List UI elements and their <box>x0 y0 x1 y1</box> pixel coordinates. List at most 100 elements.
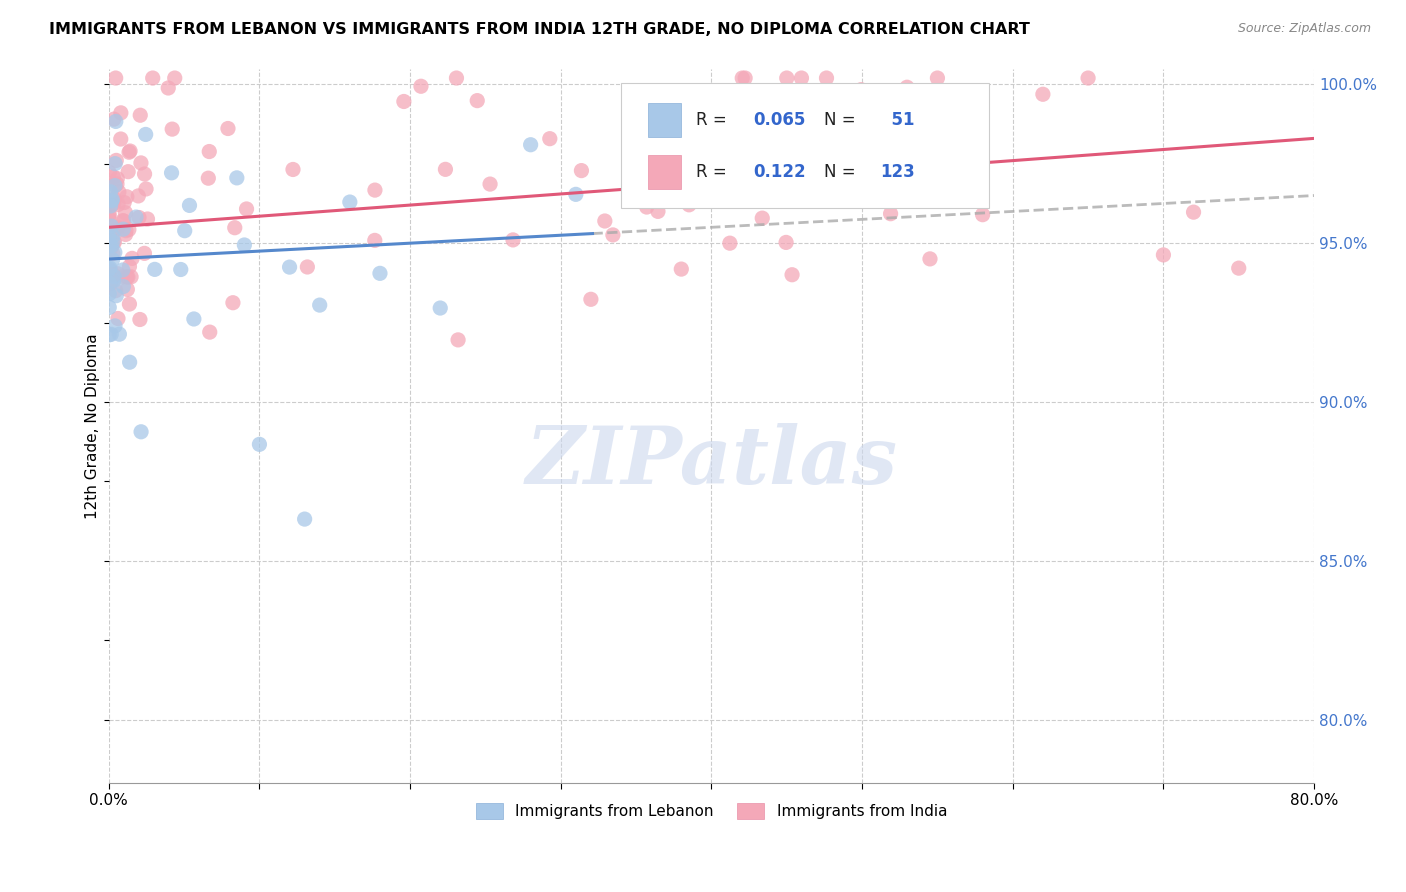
Point <box>880 124 903 138</box>
Point <box>776 70 799 85</box>
Point <box>104 284 127 298</box>
Point <box>142 70 165 85</box>
Point <box>129 425 152 439</box>
Point <box>1152 248 1174 262</box>
Point <box>519 137 541 152</box>
Point <box>103 196 125 211</box>
Y-axis label: 12th Grade, No Diploma: 12th Grade, No Diploma <box>86 333 100 518</box>
Point <box>281 162 304 177</box>
Point <box>392 95 415 109</box>
Point <box>217 121 239 136</box>
Point <box>1227 261 1250 276</box>
Point <box>103 274 125 288</box>
Point <box>571 163 593 178</box>
Point <box>100 219 122 234</box>
Point <box>225 170 247 185</box>
Text: 123: 123 <box>880 163 915 181</box>
Point <box>114 205 136 219</box>
Point <box>235 202 257 216</box>
Point <box>98 301 121 315</box>
Point <box>117 282 139 296</box>
FancyBboxPatch shape <box>648 155 682 189</box>
Point <box>98 212 121 227</box>
Point <box>1077 70 1099 85</box>
Point <box>103 222 125 236</box>
Point <box>104 114 127 128</box>
Point <box>101 246 124 260</box>
Point <box>115 269 138 284</box>
Point <box>160 166 183 180</box>
Point <box>112 214 135 228</box>
Point <box>198 145 221 159</box>
Point <box>751 211 773 226</box>
Point <box>98 238 121 252</box>
Point <box>104 70 127 85</box>
Point <box>105 171 128 186</box>
Point <box>100 185 122 199</box>
Point <box>127 189 149 203</box>
Point <box>107 267 129 281</box>
Point <box>429 301 451 315</box>
Point <box>731 70 754 85</box>
Point <box>104 178 127 193</box>
Point <box>731 111 754 125</box>
Point <box>160 122 183 136</box>
Text: ZIPatlas: ZIPatlas <box>526 423 897 500</box>
Point <box>278 260 301 274</box>
Point <box>790 70 813 85</box>
Point <box>1182 205 1205 219</box>
Point <box>98 327 121 342</box>
Point <box>100 239 122 253</box>
Point <box>197 171 219 186</box>
Point <box>118 260 141 274</box>
Point <box>104 156 127 170</box>
Point <box>98 207 121 221</box>
Point <box>830 109 852 123</box>
Point <box>297 260 319 274</box>
Text: IMMIGRANTS FROM LEBANON VS IMMIGRANTS FROM INDIA 12TH GRADE, NO DIPLOMA CORRELAT: IMMIGRANTS FROM LEBANON VS IMMIGRANTS FR… <box>49 22 1031 37</box>
Point <box>233 238 256 252</box>
Point <box>100 199 122 213</box>
Point <box>780 268 803 282</box>
Point <box>112 195 135 210</box>
Point <box>198 325 221 339</box>
Point <box>111 270 134 285</box>
Point <box>163 70 186 85</box>
Point <box>98 166 121 180</box>
Point <box>368 266 391 280</box>
Point <box>502 233 524 247</box>
Point <box>170 262 193 277</box>
Point <box>111 213 134 227</box>
Point <box>101 268 124 282</box>
Point <box>872 140 894 154</box>
Point <box>103 169 125 184</box>
Point <box>645 154 668 169</box>
Text: 51: 51 <box>880 111 915 129</box>
Point <box>294 512 316 526</box>
Point <box>479 177 502 191</box>
Point <box>118 297 141 311</box>
Point <box>718 236 741 251</box>
Point <box>108 327 131 342</box>
Point <box>157 81 180 95</box>
Point <box>105 177 128 191</box>
Legend: Immigrants from Lebanon, Immigrants from India: Immigrants from Lebanon, Immigrants from… <box>470 797 953 825</box>
Point <box>100 194 122 208</box>
Point <box>101 193 124 207</box>
Point <box>579 293 602 307</box>
Point <box>128 211 150 225</box>
Point <box>364 234 387 248</box>
Point <box>118 355 141 369</box>
Point <box>98 277 121 291</box>
Point <box>222 295 245 310</box>
Point <box>734 70 756 85</box>
Point <box>409 79 432 94</box>
FancyBboxPatch shape <box>621 83 988 208</box>
Point <box>101 197 124 211</box>
Point <box>852 191 875 205</box>
Point <box>538 131 561 145</box>
Point <box>602 227 624 242</box>
Point <box>179 198 201 212</box>
Point <box>129 156 152 170</box>
Text: 0.065: 0.065 <box>754 111 806 129</box>
